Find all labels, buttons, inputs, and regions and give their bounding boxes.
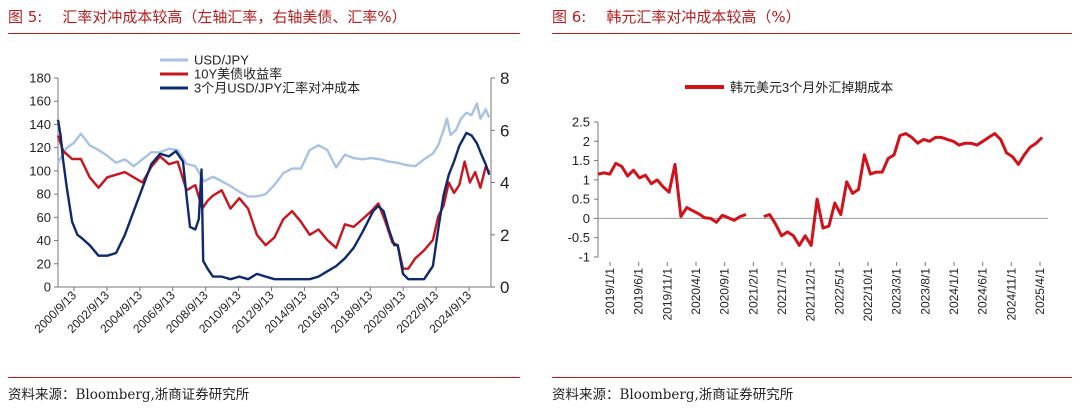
left-title-text: 汇率对冲成本较高（左轴汇率，右轴美债、汇率%） — [62, 8, 407, 26]
left-y-tick-label: 0 — [44, 280, 51, 295]
left-source-note: 资料来源：Bloomberg,浙商证券研究所 — [8, 387, 250, 403]
left-y-tick-label: 160 — [29, 94, 51, 109]
series-line-1 — [56, 135, 491, 270]
x-tick-label: 2021/7/1 — [775, 268, 789, 315]
left-y-tick-label: 80 — [37, 187, 51, 202]
left-y-tick-label: 60 — [37, 210, 51, 225]
x-tick-label: 2023/8/1 — [918, 268, 932, 315]
right-y-tick-label: 8 — [500, 69, 509, 88]
y-tick-label: 0.5 — [572, 192, 590, 207]
left-y-tick-label: 100 — [29, 163, 51, 178]
left-bottom-rule — [8, 377, 520, 378]
legend-label-2: 3个月USD/JPY汇率对冲成本 — [194, 81, 360, 96]
y-tick-label: 0 — [583, 211, 590, 226]
legend-label: 韩元美元3个月外汇掉期成本 — [730, 80, 893, 95]
x-tick-label: 2024/6/1 — [976, 268, 990, 315]
right-y-tick-label: 6 — [500, 121, 509, 140]
right-title-text: 韩元汇率对冲成本较高（%） — [606, 8, 801, 26]
y-tick-label: 1 — [583, 172, 590, 187]
left-y-tick-label: 180 — [29, 71, 51, 86]
series-line-2 — [56, 119, 491, 281]
left-y-tick-label: 120 — [29, 140, 51, 155]
right-figure-number: 图 6: — [552, 8, 587, 26]
right-figure-title: 图 6: 韩元汇率对冲成本较高（%） — [552, 6, 801, 27]
left-figure-number: 图 5: — [8, 8, 43, 26]
x-tick-label: 2024/1/1 — [947, 268, 961, 315]
y-tick-label: 2 — [583, 134, 590, 149]
y-tick-label: -1 — [578, 250, 590, 265]
x-tick-label: 2025/4/1 — [1033, 268, 1047, 315]
x-tick-label: 2021/2/1 — [746, 268, 760, 315]
x-tick-label: 2019/11/1 — [660, 268, 674, 321]
y-tick-label: 2.5 — [572, 115, 590, 130]
left-title-rule — [8, 33, 520, 34]
right-title-rule — [552, 33, 1072, 34]
right-y-tick-label: 4 — [500, 174, 509, 193]
x-tick-label: 2022/10/1 — [861, 268, 875, 322]
legend-label-1: 10Y美债收益率 — [194, 67, 282, 82]
right-source-note: 资料来源：Bloomberg,浙商证券研究所 — [552, 387, 794, 403]
x-tick-label: 2021/12/1 — [804, 268, 818, 322]
y-tick-label: -0.5 — [568, 230, 590, 245]
right-y-tick-label: 0 — [500, 278, 509, 297]
x-tick-label: 2022/5/1 — [832, 268, 846, 315]
y-tick-label: 1.5 — [572, 153, 590, 168]
x-tick-label: 2020/4/1 — [689, 268, 703, 315]
left-y-tick-label: 140 — [29, 117, 51, 132]
legend-label-0: USD/JPY — [194, 53, 249, 68]
right-chart: -1 -0.5 0 0.5 1 1.5 2 2.5 2019/1/1 2019/6/1 2019/1… — [568, 80, 1048, 321]
left-chart: 020406080100120140160180024682000/9/1320… — [29, 53, 509, 336]
right-y-tick-label: 2 — [500, 226, 509, 245]
x-tick-label: 2019/6/1 — [632, 268, 646, 315]
series-line-segment-1 — [763, 132, 1044, 247]
left-figure-title: 图 5: 汇率对冲成本较高（左轴汇率，右轴美债、汇率%） — [8, 6, 407, 27]
left-y-tick-label: 20 — [37, 256, 51, 271]
x-tick-label: 2024/11/1 — [1004, 268, 1018, 321]
series-line-0 — [56, 102, 491, 198]
left-y-tick-label: 40 — [37, 233, 51, 248]
x-tick-label: 2020/9/1 — [718, 268, 732, 315]
x-tick-label: 2019/1/1 — [603, 268, 617, 315]
right-bottom-rule — [552, 377, 1072, 378]
series-line-segment-0 — [597, 161, 747, 224]
x-tick-label: 2023/3/1 — [890, 268, 904, 315]
